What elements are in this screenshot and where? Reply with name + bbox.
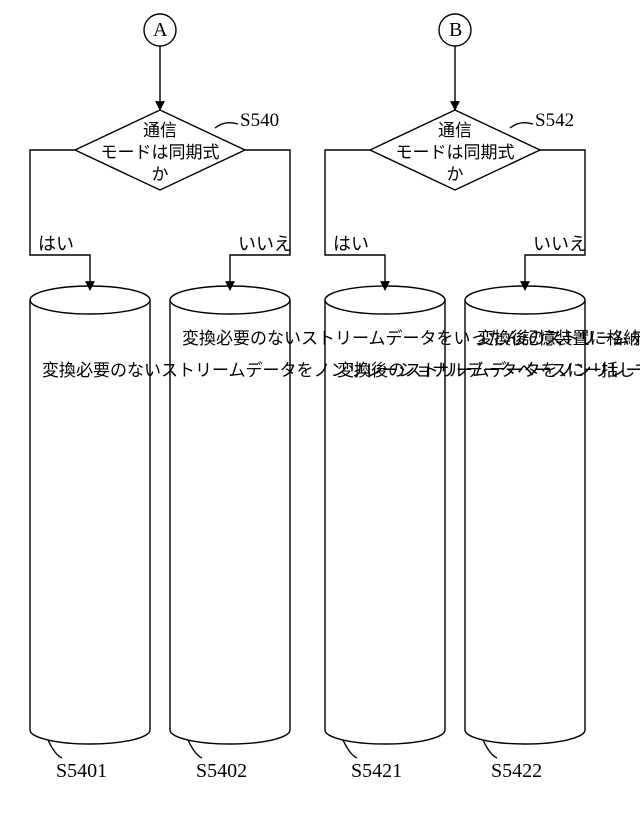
edge-d2-yes	[325, 150, 385, 290]
decision-d1-text: 通信モードは同期式か	[95, 120, 225, 186]
cylinder-c1-text: 変換必要のないストリームデータをノンリレーショナルデータベースに一括して書き込む	[34, 350, 146, 393]
branch-d2-yes: はい	[333, 230, 369, 256]
cylinder-c2-ref: S5402	[196, 760, 247, 783]
branch-d1-yes: はい	[38, 230, 74, 256]
branch-d1-no: いいえ	[238, 230, 292, 256]
cylinder-c4-ref: S5422	[491, 760, 542, 783]
cylinder-c3-ref: S5421	[351, 760, 402, 783]
edge-d1-no	[230, 150, 290, 290]
decision-d2-text: 通信モードは同期式か	[390, 120, 520, 186]
decision-d1-ref: S540	[240, 110, 279, 132]
connector-a-label: A	[153, 19, 167, 42]
edge-d2-no	[525, 150, 585, 290]
decision-d2-ref: S542	[535, 110, 574, 132]
branch-d2-no: いいえ	[533, 230, 587, 256]
cylinder-c1-ref: S5401	[56, 760, 107, 783]
cylinder-c3-text: 変換後のストリームデータをノンリレーショナルデータベースに一括して書き込む	[329, 350, 441, 393]
edge-d1-yes	[30, 150, 90, 290]
connector-b-label: B	[449, 19, 462, 42]
cylinder-c4-text: 変換後のストリームデータをいったん記憶装置に一時格納して置き、ストリームデータが…	[469, 318, 581, 361]
cylinder-c2-text: 変換必要のないストリームデータをいったん記憶装置に格納して置き、ストリームデータ…	[174, 318, 286, 361]
